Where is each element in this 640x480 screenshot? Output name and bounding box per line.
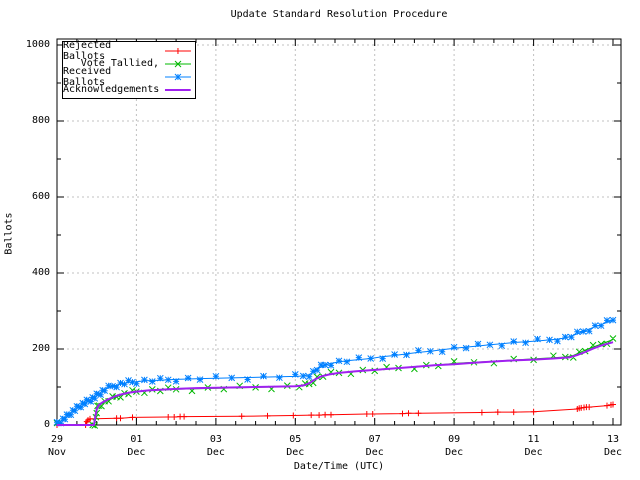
y-tick-label-800: 800 <box>31 115 50 126</box>
legend-sample-acknowledgements <box>165 88 192 91</box>
series-line-2 <box>56 319 614 425</box>
x-tick-label-11-Dec: 11 Dec <box>524 434 543 458</box>
legend-sample-received-ballots <box>165 73 192 80</box>
legend-sample-glyph <box>165 73 192 80</box>
legend-label-rejected-ballots: Rejected Ballots <box>63 39 112 62</box>
legend-row-received-ballots: Received Ballots <box>63 66 195 88</box>
x-tick-label-05-Dec: 05 Dec <box>286 434 305 458</box>
x-tick-label-07-Dec: 07 Dec <box>365 434 384 458</box>
y-axis-label: Ballots <box>3 212 15 255</box>
x-tick-label-13-Dec: 13 Dec <box>603 434 623 458</box>
y-tick-label-1000: 1000 <box>25 39 50 50</box>
legend-label-vote-tallied: Vote Tallied, <box>80 58 159 69</box>
legend-sample-vote-tallied <box>165 60 191 67</box>
x-tick-label-03-Dec: 03 Dec <box>206 434 225 458</box>
x-axis-label: Date/Time (UTC) <box>293 461 385 472</box>
legend-sample-glyph <box>165 47 192 54</box>
chart-title: Update Standard Resolution Procedure <box>230 9 448 20</box>
plot-border <box>56 38 622 426</box>
y-tick-label-200: 200 <box>31 343 50 354</box>
y-tick-label-600: 600 <box>31 191 50 202</box>
y-tick-label-0: 0 <box>43 419 50 430</box>
legend-row-acknowledgements: Acknowledgements <box>63 83 195 96</box>
legend-label-received-ballots: Received Ballots <box>63 65 112 88</box>
series-markers-2 <box>53 316 617 427</box>
legend-row-vote-tallied: Vote Tallied, <box>63 57 195 70</box>
x-tick-label-09-Dec: 09 Dec <box>445 434 464 458</box>
x-tick-label-29-Nov: 29 Nov <box>47 434 67 458</box>
legend-row-rejected-ballots: Rejected Ballots <box>63 40 195 62</box>
legend-sample-glyph <box>165 60 191 67</box>
legend-box: Rejected Ballots Vote Tallied, Received … <box>62 40 196 99</box>
legend-label-acknowledgements: Acknowledgements <box>63 84 160 95</box>
gridlines <box>57 39 621 425</box>
x-tick-label-01-Dec: 01 Dec <box>127 434 146 458</box>
legend-sample-rejected-ballots <box>165 47 192 54</box>
y-tick-label-400: 400 <box>31 267 50 278</box>
series-line-3 <box>57 341 614 426</box>
